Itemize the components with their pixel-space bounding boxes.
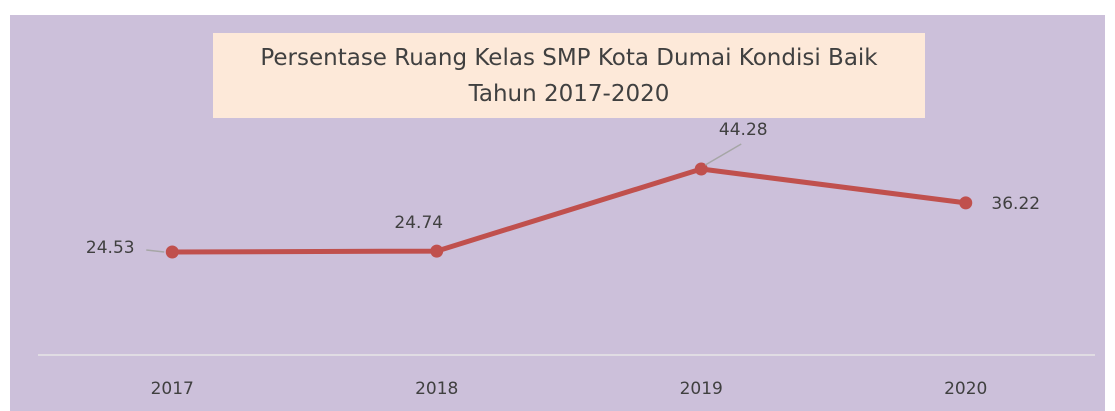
x-tick-label: 2019 [680, 379, 723, 399]
data-label: 44.28 [719, 120, 768, 140]
point-marker [959, 196, 973, 210]
data-label: 36.22 [991, 194, 1040, 214]
point-marker [694, 162, 708, 176]
point-marker [430, 244, 444, 258]
x-tick-label: 2018 [415, 379, 458, 399]
data-label: 24.53 [86, 238, 135, 258]
x-tick-label: 2020 [944, 379, 987, 399]
x-tick-label: 2017 [151, 379, 194, 399]
label-leader [146, 249, 165, 253]
series-line [172, 166, 967, 255]
label-leader [704, 143, 742, 166]
chart-title: Persentase Ruang Kelas SMP Kota Dumai Ko… [213, 33, 925, 118]
data-label: 24.74 [394, 213, 443, 233]
point-marker [165, 245, 179, 259]
